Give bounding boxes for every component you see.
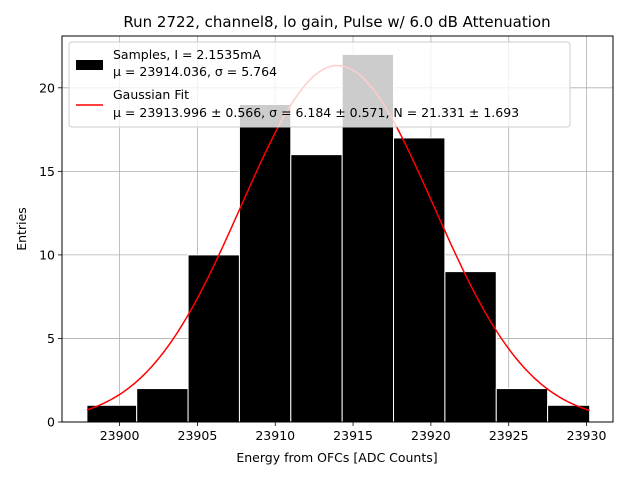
x-axis-ticks: 23900 23905 23910 23915 23920 23925 23930 (100, 422, 607, 443)
y-tick-label: 0 (47, 415, 55, 430)
x-tick-label: 23910 (255, 428, 295, 443)
plot-frame (61, 35, 614, 423)
x-axis-label: Energy from OFCs [ADC Counts] (236, 450, 437, 465)
histogram-bar (495, 388, 549, 423)
x-tick-label: 23925 (489, 428, 529, 443)
y-tick-label: 5 (47, 331, 55, 346)
x-tick-label: 23905 (178, 428, 218, 443)
y-tick-label: 10 (39, 247, 55, 262)
y-tick-label: 20 (39, 80, 55, 95)
y-tick-label: 15 (39, 164, 55, 179)
legend-samples-swatch (76, 60, 103, 70)
y-axis-ticks: 0 5 10 15 20 (39, 80, 62, 430)
legend-box (68, 41, 571, 128)
histogram-bar (187, 254, 240, 423)
histogram-bar (290, 154, 343, 423)
x-tick-label: 23900 (100, 428, 140, 443)
chart-title: Run 2722, channel8, lo gain, Pulse w/ 6.… (123, 13, 550, 31)
x-tick-label: 23920 (411, 428, 451, 443)
histogram-bar (444, 271, 497, 423)
histogram-bar (238, 104, 292, 423)
histogram-bars (86, 53, 591, 423)
histogram-bar (136, 388, 189, 423)
legend: Samples, I = 2.1535mA μ = 23914.036, σ =… (68, 41, 571, 128)
histogram-bar (393, 137, 446, 423)
x-tick-label: 23930 (567, 428, 607, 443)
legend-fit-stats: μ = 23913.996 ± 0.566, σ = 6.184 ± 0.571… (113, 105, 519, 120)
x-tick-label: 23915 (333, 428, 373, 443)
legend-samples-stats: μ = 23914.036, σ = 5.764 (113, 64, 277, 79)
legend-fit-label: Gaussian Fit (113, 87, 189, 102)
y-axis-label: Entries (14, 207, 29, 251)
legend-samples-label: Samples, I = 2.1535mA (113, 47, 261, 62)
